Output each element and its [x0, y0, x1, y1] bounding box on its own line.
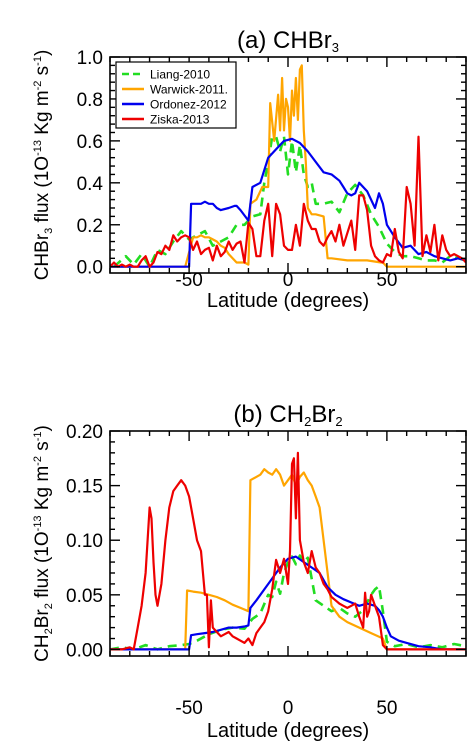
panel-a: (a) CHBr3 -50 0 50 0.0 0.2 0.4 0.6 0.8 1.0 Latitud… — [32, 27, 467, 312]
x-tick-label: -50 — [175, 270, 202, 291]
y-tick-label: 0.2 — [77, 216, 103, 237]
y-tick-label: 0.4 — [77, 174, 104, 195]
legend-label: Warwick-2011. — [150, 83, 228, 97]
x-tick-label: 50 — [376, 698, 397, 719]
series-group — [110, 451, 466, 651]
chart-title: (a) CHBr3 — [237, 27, 339, 55]
series-line-ordonez-2012 — [110, 555, 466, 651]
x-tick-label: 0 — [283, 698, 294, 719]
y-tick-label: 0.05 — [66, 586, 103, 607]
legend-label: Ordonez-2012 — [150, 98, 227, 112]
y-tick-label: 1.0 — [77, 48, 103, 69]
series-line-ziska-2013 — [110, 451, 466, 651]
panel-b: (b) CH2Br2 -50 0 50 0.00 0.05 0.10 0.15 0.20 Lati… — [32, 401, 467, 742]
legend: Liang-2010Warwick-2011.Ordonez-2012Ziska… — [115, 61, 237, 129]
x-axis-label: Latitude (degrees) — [207, 720, 369, 742]
legend-label: Liang-2010 — [150, 68, 210, 82]
y-tick-label: 0.10 — [66, 531, 103, 552]
y-tick-label: 0.20 — [66, 422, 103, 443]
series-line-liang-2010 — [110, 554, 466, 651]
plot-frame — [109, 430, 467, 657]
chart-title: (b) CH2Br2 — [233, 401, 342, 429]
series-line-ordonez-2012 — [110, 137, 466, 268]
series-line-ziska-2013 — [110, 135, 466, 268]
legend-label: Ziska-2013 — [150, 113, 210, 127]
y-axis-label: CH2Br2 flux (1O-13 Kg m-2 s-1) — [32, 425, 55, 662]
series-line-warwick-2011 — [110, 64, 466, 268]
y-tick-label: 0.6 — [77, 132, 103, 153]
x-tick-label: 50 — [376, 270, 397, 291]
y-tick-label: 0.8 — [77, 90, 103, 111]
x-axis-label: Latitude (degrees) — [207, 290, 369, 312]
series-group — [110, 64, 466, 269]
x-tick-label: 0 — [283, 270, 294, 291]
y-tick-label: 0.15 — [66, 477, 103, 498]
y-axis-label: CHBr3 flux (1O-13 Kg m-2 s-1) — [32, 50, 55, 281]
y-tick-label: 0.00 — [66, 640, 103, 661]
x-tick-label: -50 — [175, 698, 202, 719]
y-tick-label: 0.0 — [77, 258, 103, 279]
